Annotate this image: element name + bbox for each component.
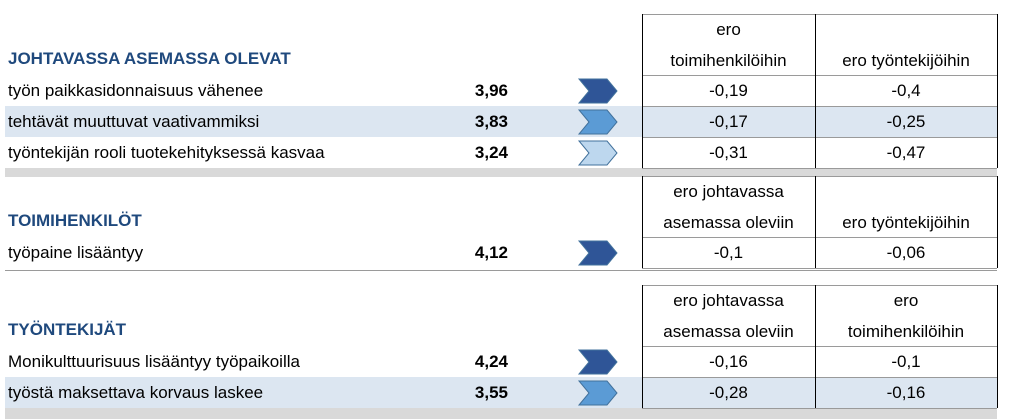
arrow-shape: [577, 109, 618, 135]
arrow-shape: [577, 78, 618, 104]
arrow-icon: [577, 349, 618, 375]
border: [642, 237, 997, 238]
border: [642, 137, 997, 138]
row-value: 4,24: [474, 352, 508, 371]
border: [997, 176, 998, 268]
difference: -0,1: [891, 352, 921, 371]
difference: -0,28: [709, 383, 748, 402]
column-header: ero johtavassa: [673, 182, 784, 201]
column-header: toimihenkilöihin: [847, 322, 965, 341]
border: [642, 106, 997, 107]
column-header: asemassa oleviin: [663, 322, 794, 341]
border: [642, 268, 997, 269]
section-title: JOHTAVASSA ASEMASSA OLEVAT: [8, 49, 291, 68]
arrow-icon: [577, 140, 618, 166]
arrow-shape: [577, 380, 618, 406]
row-label: työn paikkasidonnaisuus vähenee: [8, 81, 264, 100]
row-value: 4,12: [474, 243, 508, 262]
row-value: 3,96: [474, 81, 508, 100]
row-label: työstä maksettava korvaus laskee: [8, 383, 264, 402]
border: [642, 14, 997, 15]
border: [815, 285, 816, 408]
row-label: työntekijän rooli tuotekehityksessä kasv…: [8, 143, 325, 162]
border: [642, 377, 997, 378]
border: [642, 285, 643, 408]
column-header: ero työntekijöihin: [842, 213, 970, 232]
border: [642, 14, 643, 168]
row-label: Monikulttuurisuus lisääntyy työpaikoilla: [8, 352, 300, 371]
section-title: TOIMIHENKILÖT: [8, 211, 142, 230]
arrow-icon: [577, 78, 618, 104]
border: [642, 346, 997, 347]
row-label: työpaine lisääntyy: [8, 243, 144, 262]
row-label: tehtävät muuttuvat vaativammiksi: [8, 112, 260, 131]
difference: -0,47: [886, 143, 926, 162]
row-value: 3,83: [474, 112, 508, 131]
separator: [5, 168, 997, 177]
column-header: asemassa oleviin: [663, 213, 794, 232]
border: [642, 75, 997, 76]
arrow-icon: [577, 240, 618, 266]
column-header: ero: [716, 20, 741, 39]
row-value: 3,24: [474, 143, 508, 162]
arrow-shape: [577, 240, 618, 266]
section-title: TYÖNTEKIJÄT: [8, 320, 127, 339]
difference: -0,16: [886, 383, 926, 402]
difference: -0,4: [891, 81, 921, 100]
border: [642, 176, 643, 268]
border: [642, 285, 997, 286]
border: [997, 14, 998, 168]
difference: -0,19: [709, 81, 748, 100]
difference: -0,1: [713, 243, 744, 262]
border: [642, 168, 997, 169]
difference: -0,17: [709, 112, 748, 131]
border: [815, 176, 816, 268]
border: [642, 408, 997, 409]
border: [815, 14, 816, 168]
border: [642, 176, 997, 177]
arrow-icon: [577, 109, 618, 135]
column-header: ero: [893, 291, 919, 310]
column-header: toimihenkilöihin: [670, 51, 787, 70]
difference: -0,31: [709, 143, 748, 162]
arrow-shape: [577, 140, 618, 166]
arrow-shape: [577, 349, 618, 375]
difference: -0,16: [709, 352, 748, 371]
border: [997, 285, 998, 408]
row-value: 3,55: [474, 383, 508, 402]
column-header: ero johtavassa: [673, 291, 784, 310]
separator: [5, 408, 997, 419]
difference: -0,06: [886, 243, 926, 262]
separator: [5, 270, 997, 271]
row-highlight: [5, 377, 997, 408]
arrow-icon: [577, 380, 618, 406]
row-highlight: [5, 106, 997, 137]
column-header: ero työntekijöihin: [842, 51, 970, 70]
difference: -0,25: [886, 112, 926, 131]
